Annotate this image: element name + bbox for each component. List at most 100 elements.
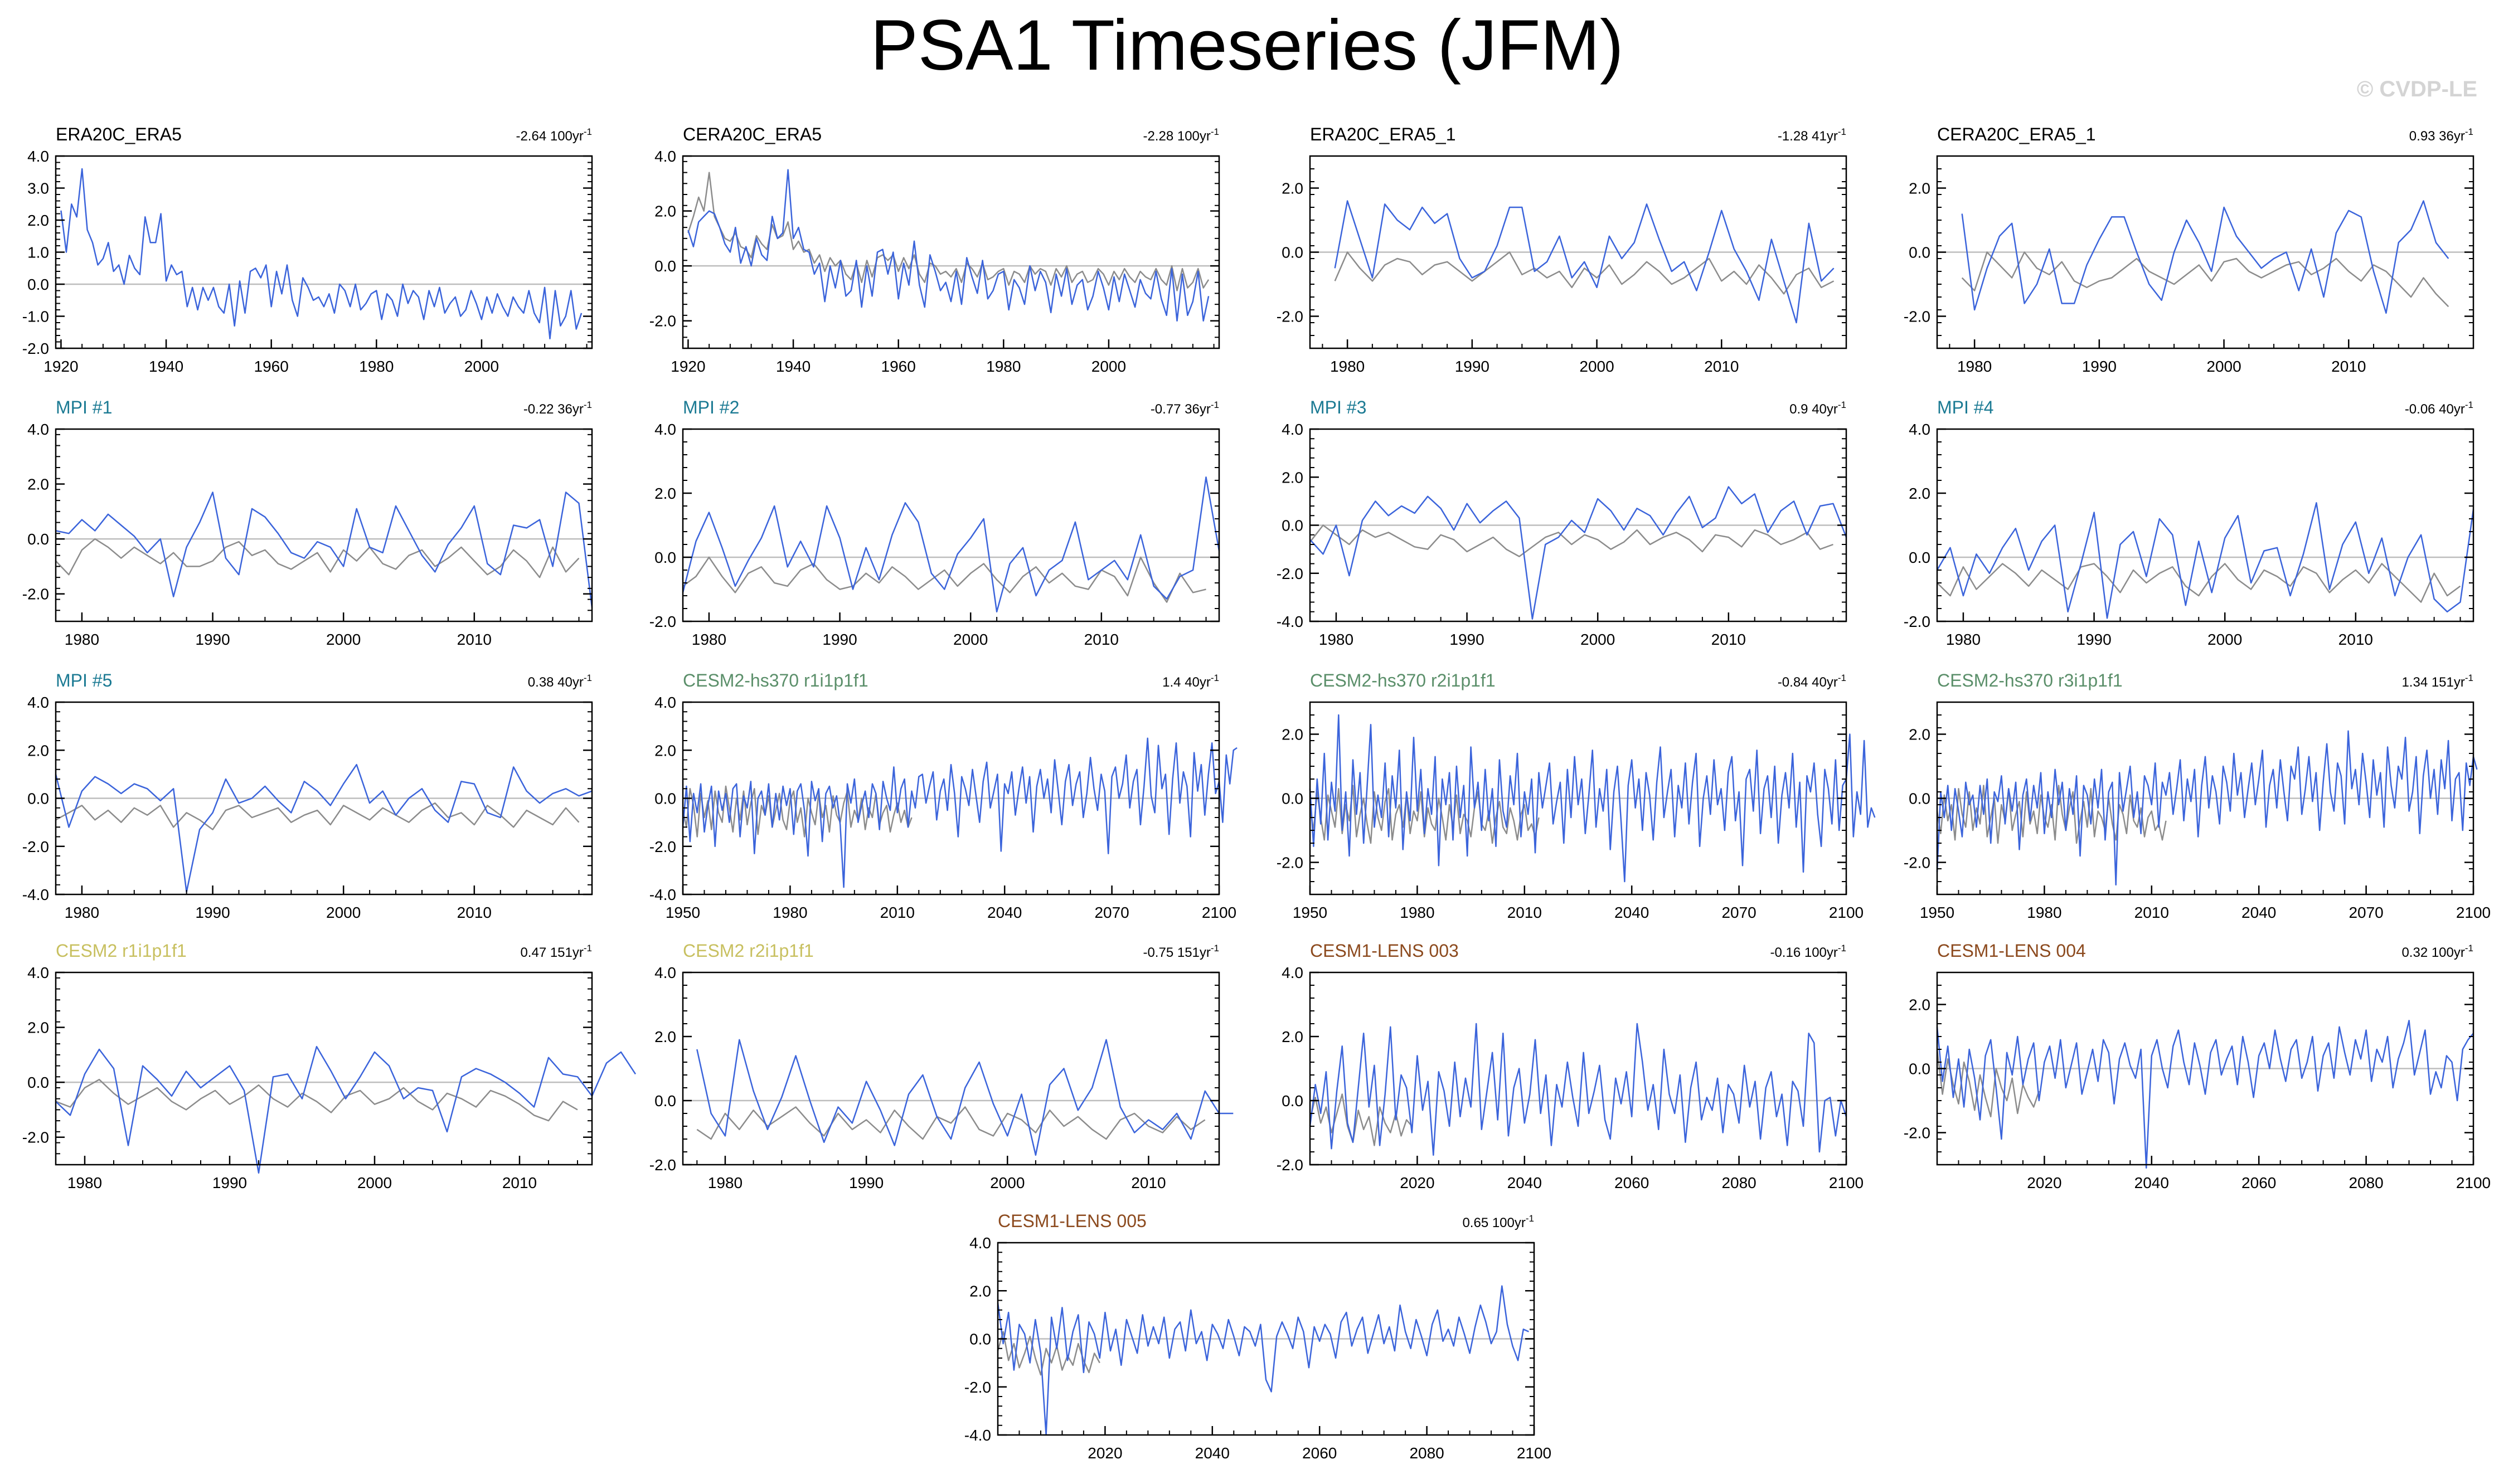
x-tick-label: 2080 xyxy=(1409,1444,1444,1462)
y-tick-label: 2.0 xyxy=(654,1028,676,1045)
trend-label: -0.06 40yr-1 xyxy=(2405,400,2473,417)
x-tick-label: 2060 xyxy=(1614,1174,1649,1191)
chart-panel: -2.0 -1.0 0.0 1.0 2.0 3.0 4.0 1920 1940 1960 1980 2… xyxy=(22,124,593,375)
x-tick-label: 2100 xyxy=(1517,1444,1551,1462)
y-tick-label: 0.0 xyxy=(1282,517,1303,534)
trend-value: 0.93 36yr xyxy=(2409,129,2465,144)
y-tick-label: 2.0 xyxy=(654,742,676,759)
trend-unit-exponent: -1 xyxy=(2465,673,2473,683)
x-tick-label: 1980 xyxy=(1330,358,1365,375)
y-tick-label: 2.0 xyxy=(1909,485,1930,502)
chart-panel: -2.0 0.0 2.0 4.0 1980 1990 2000 2010 MPI #4 -0.06… xyxy=(1904,397,2474,648)
x-tick-label: 2000 xyxy=(1580,631,1615,648)
obs-series-line xyxy=(682,785,913,838)
y-tick-label: 1.0 xyxy=(27,244,49,261)
x-tick-label: 2010 xyxy=(880,904,915,921)
y-tick-label: 0.0 xyxy=(1909,1060,1930,1078)
x-tick-label: 2060 xyxy=(1302,1444,1337,1462)
x-tick-label: 2020 xyxy=(2027,1174,2061,1191)
x-tick-label: 1990 xyxy=(822,631,857,648)
y-tick-label: 0.0 xyxy=(1909,244,1930,261)
x-tick-label: 1950 xyxy=(666,904,700,921)
panel-title: MPI #3 xyxy=(1310,397,1366,417)
x-tick-label: 2040 xyxy=(987,904,1022,921)
x-tick-label: 2010 xyxy=(1131,1174,1166,1191)
y-tick-label: -2.0 xyxy=(649,1156,676,1174)
y-tick-label: 0.0 xyxy=(1282,1092,1303,1110)
y-tick-label: -4.0 xyxy=(964,1427,991,1444)
chart-panel: -2.0 0.0 2.0 2020 2040 2060 2080 2100 CESM1-LENS… xyxy=(1904,941,2491,1191)
x-tick-label: 2010 xyxy=(1704,358,1739,375)
y-tick-label: 2.0 xyxy=(1282,1028,1303,1045)
y-tick-label: -2.0 xyxy=(22,1129,49,1146)
panel-title: MPI #2 xyxy=(683,397,739,417)
y-tick-label: 4.0 xyxy=(654,694,676,711)
model-series-line xyxy=(1309,1023,1847,1156)
x-tick-label: 2010 xyxy=(1084,631,1119,648)
trend-unit-exponent: -1 xyxy=(1838,943,1846,953)
x-tick-label: 2040 xyxy=(1195,1444,1230,1462)
x-tick-label: 2070 xyxy=(1094,904,1129,921)
y-tick-label: 2.0 xyxy=(1909,726,1930,743)
y-tick-label: -2.0 xyxy=(1277,1156,1303,1174)
trend-value: 0.65 100yr xyxy=(1462,1215,1525,1230)
model-series-line xyxy=(1936,1020,2474,1169)
x-tick-label: 1980 xyxy=(65,904,99,921)
y-tick-label: 4.0 xyxy=(1282,964,1303,981)
x-tick-label: 2040 xyxy=(2241,904,2276,921)
chart-panel: -2.0 0.0 2.0 1980 1990 2000 2010 ERA20C_ERA5_1 -… xyxy=(1277,124,1847,375)
y-tick-label: 2.0 xyxy=(1909,996,1930,1014)
y-tick-label: 4.0 xyxy=(654,964,676,981)
chart-panel: -4.0 -2.0 0.0 2.0 4.0 1950 1980 2010 2040 2070 210… xyxy=(649,670,1238,921)
y-tick-label: -2.0 xyxy=(1904,308,1930,325)
panel-title: CESM2 r1i1p1f1 xyxy=(56,941,187,961)
trend-unit-exponent: -1 xyxy=(1211,673,1219,683)
x-tick-label: 1990 xyxy=(849,1174,884,1191)
trend-unit-exponent: -1 xyxy=(1838,126,1846,137)
x-tick-label: 2040 xyxy=(1507,1174,1542,1191)
obs-series-line xyxy=(1309,1093,1413,1146)
trend-unit-exponent: -1 xyxy=(584,673,592,683)
chart-panel: -4.0 -2.0 0.0 2.0 4.0 2020 2040 2060 2080 2100 CES… xyxy=(964,1211,1551,1462)
x-tick-label: 1980 xyxy=(2027,904,2061,921)
x-tick-label: 1990 xyxy=(2082,358,2117,375)
y-tick-label: 4.0 xyxy=(654,148,676,165)
x-tick-label: 2080 xyxy=(2349,1174,2383,1191)
obs-series-line xyxy=(55,538,580,578)
x-tick-label: 2020 xyxy=(1400,1174,1434,1191)
x-tick-label: 2000 xyxy=(357,1174,392,1191)
x-tick-label: 2010 xyxy=(502,1174,537,1191)
trend-label: 0.93 36yr-1 xyxy=(2409,126,2473,144)
y-tick-label: -4.0 xyxy=(22,886,49,903)
obs-series-line xyxy=(1937,563,2461,603)
x-tick-label: 1980 xyxy=(1946,631,1981,648)
x-tick-label: 2000 xyxy=(990,1174,1025,1191)
trend-value: -2.64 100yr xyxy=(516,129,583,144)
plot-frame xyxy=(1309,971,1847,1166)
x-tick-label: 1980 xyxy=(1957,358,1992,375)
x-tick-label: 2000 xyxy=(1579,358,1614,375)
x-tick-label: 2070 xyxy=(2349,904,2383,921)
model-series-line xyxy=(55,763,593,893)
model-series-line xyxy=(1936,502,2474,619)
trend-unit-exponent: -1 xyxy=(1838,400,1846,410)
panel-title: CERA20C_ERA5 xyxy=(683,124,822,144)
panel-title: CESM1-LENS 004 xyxy=(1937,941,2086,961)
plot-frame xyxy=(682,971,1220,1166)
panel-title: CERA20C_ERA5_1 xyxy=(1937,124,2096,144)
panel-title: CESM1-LENS 005 xyxy=(998,1211,1147,1231)
x-tick-label: 2080 xyxy=(1721,1174,1756,1191)
obs-series-line xyxy=(1334,251,1835,295)
y-tick-label: 0.0 xyxy=(654,257,676,275)
trend-label: 0.65 100yr-1 xyxy=(1462,1213,1534,1230)
y-tick-label: 2.0 xyxy=(1282,180,1303,197)
y-tick-label: 0.0 xyxy=(27,790,49,807)
chart-panel: -2.0 0.0 2.0 1950 1980 2010 2040 2070 2100 CESM2-… xyxy=(1904,670,2491,921)
trend-value: 1.4 40yr xyxy=(1162,675,1211,690)
x-tick-label: 1950 xyxy=(1293,904,1327,921)
y-tick-label: 2.0 xyxy=(27,476,49,493)
y-tick-label: -2.0 xyxy=(964,1379,991,1396)
y-tick-label: 2.0 xyxy=(27,742,49,759)
x-tick-label: 1960 xyxy=(254,358,289,375)
y-tick-label: -2.0 xyxy=(1277,565,1303,582)
